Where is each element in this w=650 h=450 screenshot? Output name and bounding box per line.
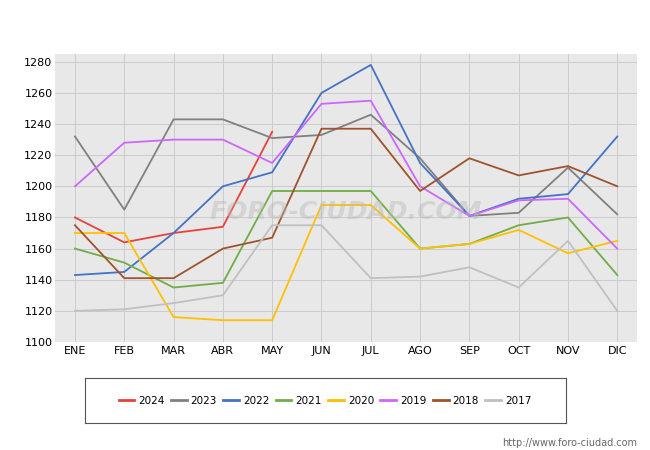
Text: http://www.foro-ciudad.com: http://www.foro-ciudad.com [502, 438, 637, 448]
Text: Afiliados en Quintana de la Serena a 31/5/2024: Afiliados en Quintana de la Serena a 31/… [144, 11, 506, 26]
Legend: 2024, 2023, 2022, 2021, 2020, 2019, 2018, 2017: 2024, 2023, 2022, 2021, 2020, 2019, 2018… [118, 396, 532, 405]
Text: FORO-CIUDAD.COM: FORO-CIUDAD.COM [210, 200, 482, 225]
